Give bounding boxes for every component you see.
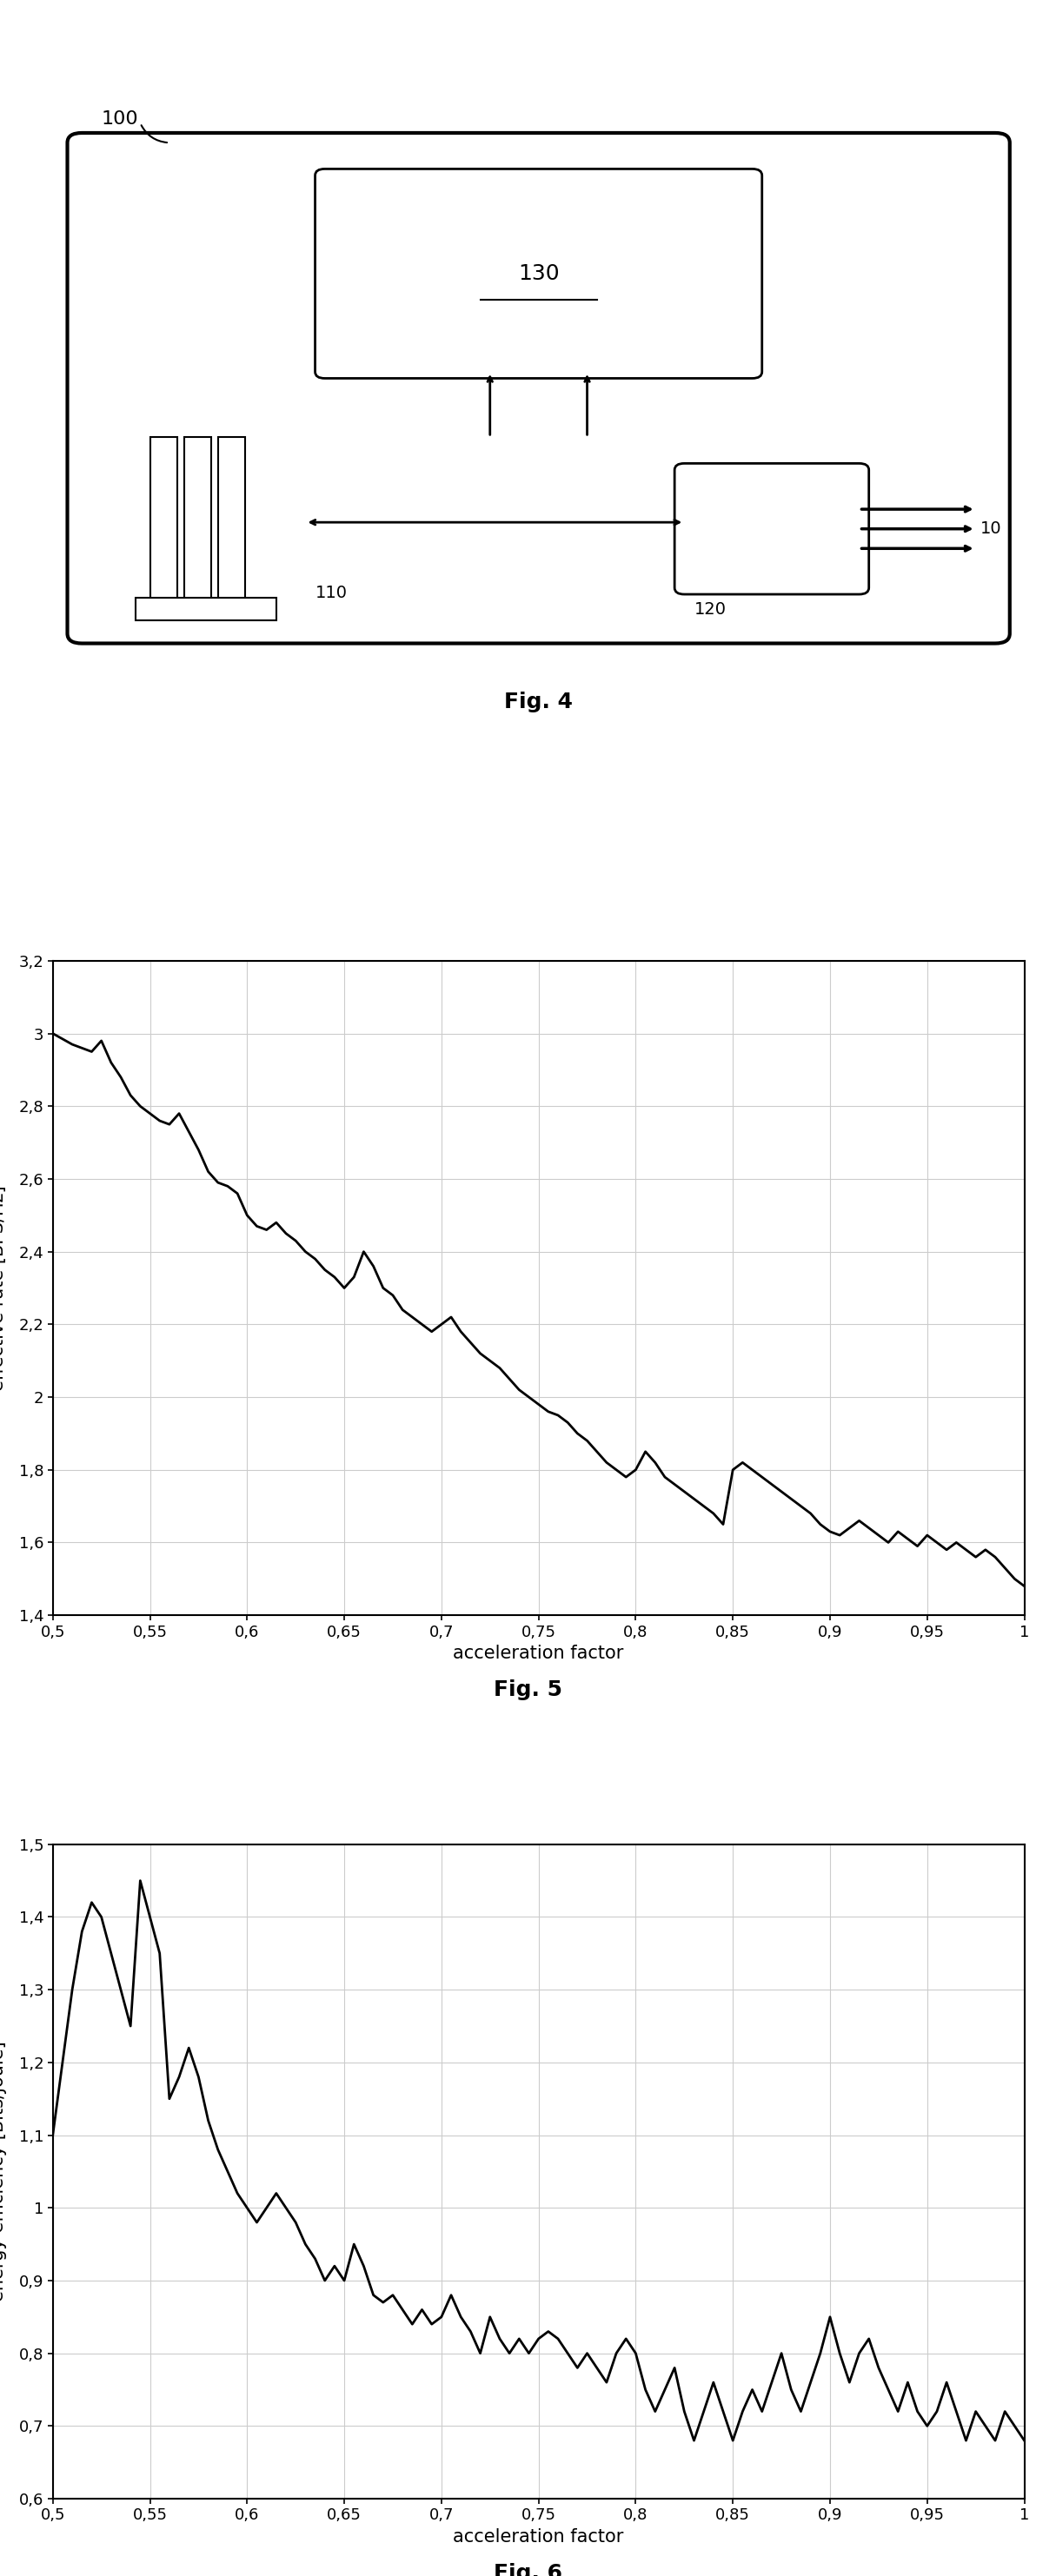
Text: Fig. 6: Fig. 6 xyxy=(493,2563,563,2576)
Text: Fig. 4: Fig. 4 xyxy=(504,690,573,711)
Text: 130: 130 xyxy=(517,263,560,283)
FancyBboxPatch shape xyxy=(68,134,1010,644)
Text: 100: 100 xyxy=(101,111,138,126)
Y-axis label: effective rate [BPS/Hz]: effective rate [BPS/Hz] xyxy=(0,1185,6,1391)
X-axis label: acceleration factor: acceleration factor xyxy=(453,1643,624,1662)
Bar xyxy=(184,438,211,600)
Y-axis label: energy efficiency [Bits/Joule]: energy efficiency [Bits/Joule] xyxy=(0,2040,6,2303)
Bar xyxy=(135,598,277,621)
X-axis label: acceleration factor: acceleration factor xyxy=(453,2527,624,2545)
Bar xyxy=(150,438,177,600)
Bar xyxy=(218,438,245,600)
Text: Fig. 5: Fig. 5 xyxy=(493,1680,563,1700)
Text: 120: 120 xyxy=(694,600,727,618)
FancyBboxPatch shape xyxy=(675,464,869,595)
Text: 110: 110 xyxy=(315,585,347,600)
FancyBboxPatch shape xyxy=(315,170,762,379)
Text: 10: 10 xyxy=(981,520,1002,538)
